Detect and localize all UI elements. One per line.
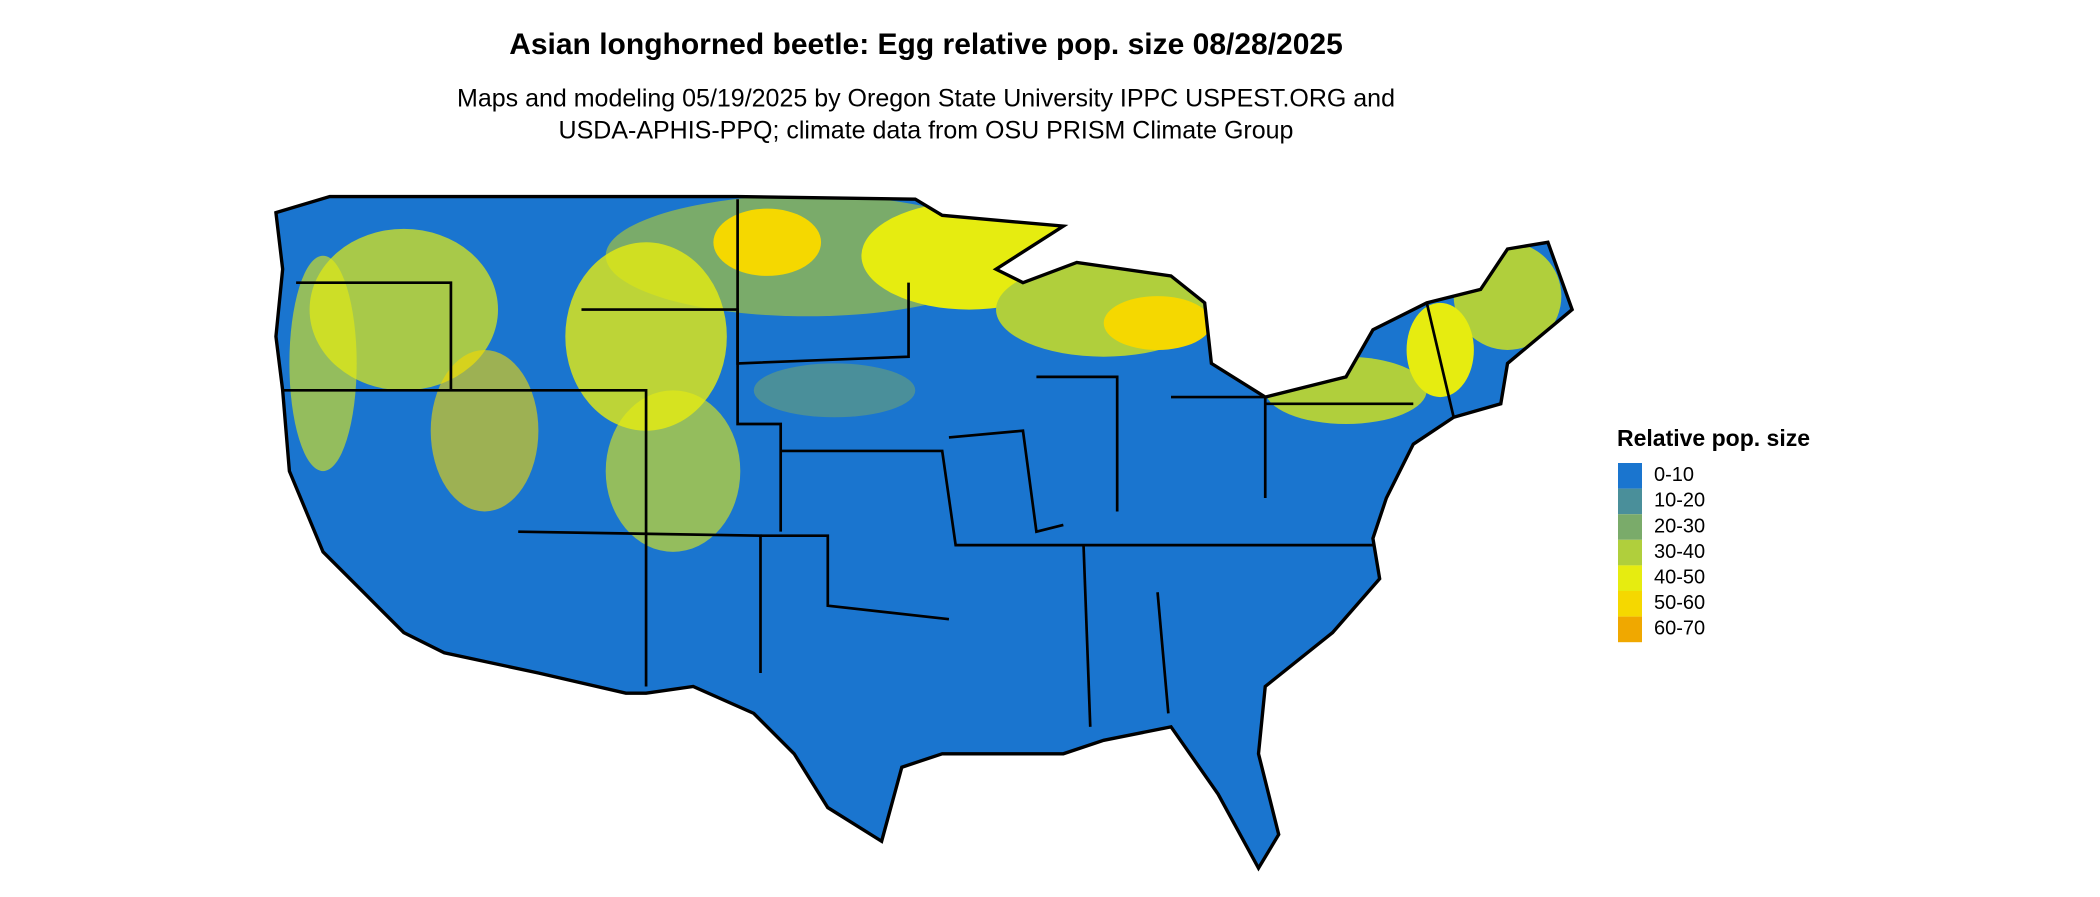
- legend-label: 50-60: [1654, 592, 1705, 614]
- map-fill: [275, 196, 1573, 869]
- legend-label: 10-20: [1654, 490, 1705, 512]
- legend-swatch: [1618, 488, 1642, 515]
- us-map: [274, 194, 1575, 872]
- legend: Relative pop. size 0-10 10-20 20-30 30-40 40…: [1617, 425, 1810, 643]
- legend-swatch: [1618, 591, 1642, 617]
- subtitle: Maps and modeling 05/19/2025 by Oregon S…: [457, 85, 1395, 113]
- subtitle: USDA-APHIS-PPQ; climate data from OSU PR…: [559, 117, 1294, 145]
- legend-label: 20-30: [1654, 515, 1705, 537]
- legend-swatch: [1618, 463, 1642, 489]
- us-outline: [274, 194, 1575, 872]
- state-lines: [282, 199, 1455, 727]
- legend-swatch: [1618, 616, 1642, 643]
- legend-label: 30-40: [1654, 541, 1705, 563]
- legend-title: Relative pop. size: [1617, 425, 1810, 451]
- legend-label: 0-10: [1654, 464, 1694, 486]
- map-title: Asian longhorned beetle: Egg relative po…: [509, 28, 1343, 61]
- legend-swatch: [1618, 565, 1642, 591]
- legend-swatch: [1618, 514, 1642, 540]
- legend-label: 60-70: [1654, 618, 1705, 640]
- legend-label: 40-50: [1654, 566, 1705, 588]
- legend-swatch: [1618, 539, 1642, 566]
